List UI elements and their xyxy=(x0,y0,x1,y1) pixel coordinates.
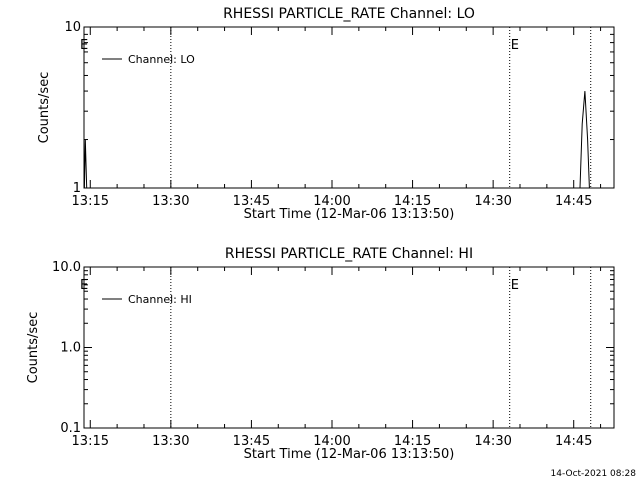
chart-1-y-axis-label: Counts/sec xyxy=(26,312,41,384)
chart-1-x-tick-label-0: 13:15 xyxy=(72,434,109,449)
chart-0-plot-frame xyxy=(83,26,615,189)
chart-1-x-axis-label: Start Time (12-Mar-06 13:13:50) xyxy=(244,447,455,462)
chart-1-edge-marker: E xyxy=(80,278,88,293)
chart-0-x-tick-label-0: 13:15 xyxy=(72,194,109,209)
chart-1-x-tick-label-6: 14:45 xyxy=(555,434,592,449)
chart-0-x-tick-label-5: 14:30 xyxy=(474,194,511,209)
chart-1-event-label-1: E xyxy=(511,278,519,293)
chart-1-x-tick-label-3: 14:00 xyxy=(313,434,350,449)
chart-1-title: RHESSI PARTICLE_RATE Channel: HI xyxy=(225,246,473,262)
chart-0-legend-label: Channel: LO xyxy=(128,53,195,66)
chart-1-legend-label: Channel: HI xyxy=(128,293,192,306)
chart-0-event-label-1: E xyxy=(511,38,519,53)
chart-0-x-tick-label-2: 13:45 xyxy=(233,194,270,209)
chart-1-x-tick-label-2: 13:45 xyxy=(233,434,270,449)
chart-0-y-axis-label: Counts/sec xyxy=(37,72,52,144)
chart-0-x-tick-label-3: 14:00 xyxy=(313,194,350,209)
chart-0-x-tick-label-6: 14:45 xyxy=(555,194,592,209)
chart-0-series-0-segment-0 xyxy=(83,139,88,189)
chart-0-x-axis-label: Start Time (12-Mar-06 13:13:50) xyxy=(244,207,455,222)
chart-0-edge-marker: E xyxy=(80,38,88,53)
footer-timestamp: 14-Oct-2021 08:28 xyxy=(551,469,637,479)
chart-1-plot-frame xyxy=(83,266,615,429)
chart-hi-panel: RHESSI PARTICLE_RATE Channel: HI 13:15 13:… xyxy=(26,246,615,462)
chart-1-y-tick-label-1: 1.0 xyxy=(60,341,81,356)
chart-1-x-tick-label-1: 13:30 xyxy=(152,434,189,449)
chart-0-y-tick-label-1: 10 xyxy=(64,20,81,35)
chart-1-y-tick-label-0: 0.1 xyxy=(60,421,81,436)
chart-0-series-0-segment-1 xyxy=(579,91,590,189)
chart-0-x-tick-label-4: 14:15 xyxy=(394,194,431,209)
chart-0-y-tick-label-0: 1 xyxy=(73,181,81,196)
chart-1-x-tick-label-5: 14:30 xyxy=(474,434,511,449)
chart-0-title: RHESSI PARTICLE_RATE Channel: LO xyxy=(223,6,475,22)
chart-lo-panel: RHESSI PARTICLE_RATE Channel: LO 13:15 13:… xyxy=(37,6,615,222)
chart-1-y-tick-label-2: 10.0 xyxy=(52,260,81,275)
chart-1-x-tick-label-4: 14:15 xyxy=(394,434,431,449)
chart-0-x-tick-label-1: 13:30 xyxy=(152,194,189,209)
